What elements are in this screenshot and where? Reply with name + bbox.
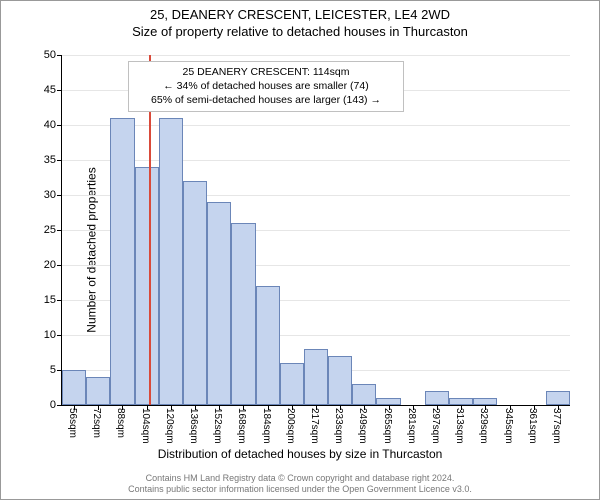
xtick-label: 152sqm [212, 408, 223, 444]
chart-container: 25, DEANERY CRESCENT, LEICESTER, LE4 2WD… [0, 0, 600, 500]
xtick-label: 313sqm [454, 408, 465, 444]
footer-line-1: Contains HM Land Registry data © Crown c… [1, 473, 599, 484]
histogram-bar [449, 398, 473, 405]
ytick-label: 30 [44, 189, 56, 201]
ytick-mark [57, 195, 62, 196]
histogram-bar [425, 391, 449, 405]
footer-line-2: Contains public sector information licen… [1, 484, 599, 495]
xtick-label: 168sqm [236, 408, 247, 444]
xtick-label: 361sqm [527, 408, 538, 444]
xtick-label: 120sqm [164, 408, 175, 444]
xtick-label: 88sqm [115, 408, 126, 438]
xtick-label: 249sqm [357, 408, 368, 444]
xtick-label: 56sqm [67, 408, 78, 438]
xtick-label: 217sqm [309, 408, 320, 444]
ytick-label: 5 [50, 364, 56, 376]
histogram-bar [159, 118, 183, 405]
histogram-bar [110, 118, 134, 405]
subtitle: Size of property relative to detached ho… [1, 24, 599, 39]
ytick-label: 50 [44, 49, 56, 61]
xtick-label: 72sqm [91, 408, 102, 438]
xtick-label: 184sqm [261, 408, 272, 444]
histogram-bar [328, 356, 352, 405]
ytick-label: 20 [44, 259, 56, 271]
annotation-line: 65% of semi-detached houses are larger (… [135, 93, 397, 107]
ytick-mark [57, 230, 62, 231]
histogram-bar [62, 370, 86, 405]
footer-attribution: Contains HM Land Registry data © Crown c… [1, 473, 599, 496]
ytick-mark [57, 265, 62, 266]
histogram-bar [135, 167, 159, 405]
x-axis-label: Distribution of detached houses by size … [1, 447, 599, 461]
ytick-mark [57, 125, 62, 126]
ytick-mark [57, 160, 62, 161]
xtick-label: 281sqm [406, 408, 417, 444]
histogram-bar [473, 398, 497, 405]
ytick-mark [57, 405, 62, 406]
xtick-label: 265sqm [382, 408, 393, 444]
xtick-label: 233sqm [333, 408, 344, 444]
histogram-bar [280, 363, 304, 405]
xtick-label: 136sqm [188, 408, 199, 444]
annotation-box: 25 DEANERY CRESCENT: 114sqm← 34% of deta… [128, 61, 404, 112]
ytick-label: 40 [44, 119, 56, 131]
histogram-bar [256, 286, 280, 405]
ytick-mark [57, 300, 62, 301]
annotation-line: 25 DEANERY CRESCENT: 114sqm [135, 65, 397, 79]
histogram-bar [183, 181, 207, 405]
annotation-line: ← 34% of detached houses are smaller (74… [135, 79, 397, 93]
histogram-bar [207, 202, 231, 405]
gridline [62, 55, 570, 56]
histogram-bar [546, 391, 570, 405]
ytick-label: 15 [44, 294, 56, 306]
ytick-label: 10 [44, 329, 56, 341]
ytick-label: 0 [50, 399, 56, 411]
ytick-mark [57, 55, 62, 56]
ytick-mark [57, 335, 62, 336]
xtick-label: 329sqm [478, 408, 489, 444]
histogram-bar [352, 384, 376, 405]
xtick-label: 200sqm [285, 408, 296, 444]
ytick-mark [57, 90, 62, 91]
plot-area: 0510152025303540455056sqm72sqm88sqm104sq… [61, 55, 570, 406]
gridline [62, 160, 570, 161]
gridline [62, 125, 570, 126]
histogram-bar [231, 223, 255, 405]
xtick-label: 104sqm [140, 408, 151, 444]
xtick-label: 297sqm [430, 408, 441, 444]
address-title: 25, DEANERY CRESCENT, LEICESTER, LE4 2WD [1, 7, 599, 22]
xtick-label: 345sqm [503, 408, 514, 444]
ytick-label: 45 [44, 84, 56, 96]
histogram-bar [86, 377, 110, 405]
xtick-label: 377sqm [551, 408, 562, 444]
histogram-bar [376, 398, 400, 405]
ytick-label: 35 [44, 154, 56, 166]
histogram-bar [304, 349, 328, 405]
ytick-label: 25 [44, 224, 56, 236]
